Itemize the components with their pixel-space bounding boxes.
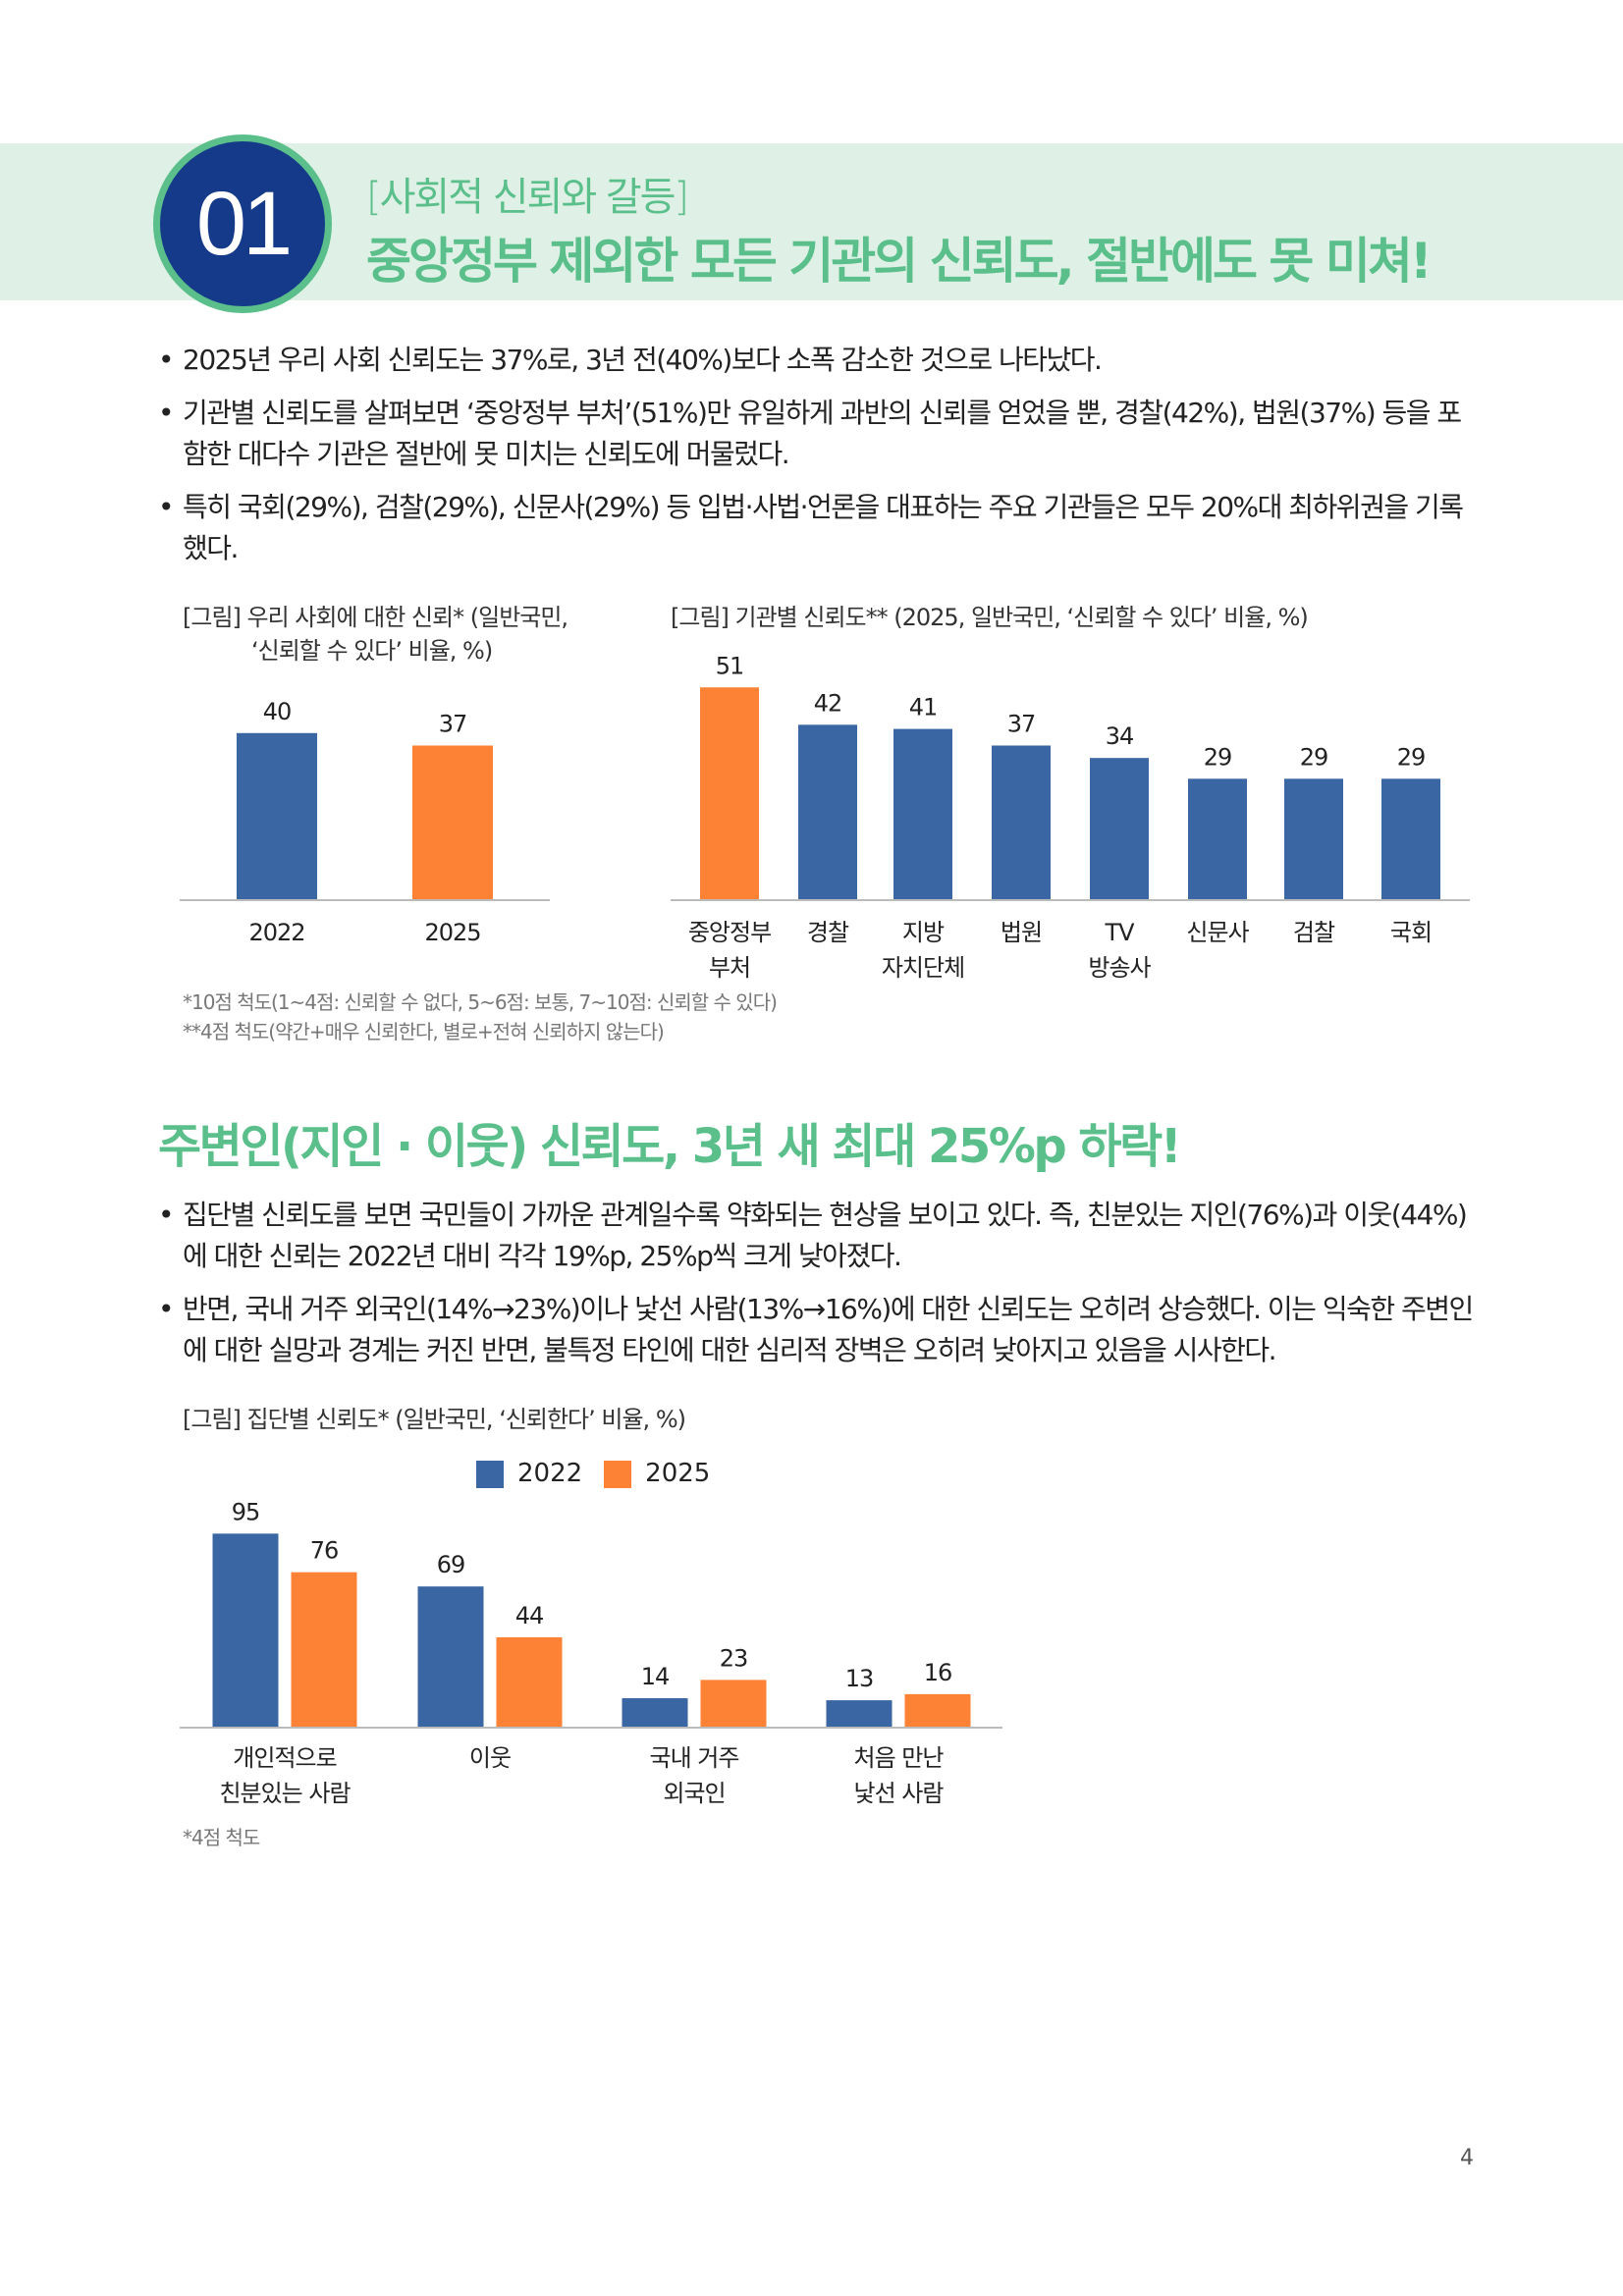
bullet-item: 반면, 국내 거주 외국인(14%→23%)이나 낯선 사람(13%→16%)에… xyxy=(158,1289,1474,1371)
bullet-item: 기관별 신뢰도를 살펴보면 ‘중앙정부 부처’(51%)만 유일하게 과반의 신… xyxy=(158,393,1474,475)
data-label: 29 xyxy=(1397,743,1426,771)
bar xyxy=(992,745,1051,899)
legend-item-2025: 2025 xyxy=(604,1459,710,1488)
bar xyxy=(700,1680,767,1727)
footnotes-1: *10점 척도(1~4점: 신뢰할 수 없다, 5~6점: 보통, 7~10점:… xyxy=(183,988,778,1046)
bullet-item: 특히 국회(29%), 검찰(29%), 신문사(29%) 등 입법·사법·언론… xyxy=(158,487,1474,569)
data-label: 29 xyxy=(1204,743,1232,771)
category-label: 개인적으로 xyxy=(233,1744,336,1772)
data-label: 37 xyxy=(439,710,467,737)
bar xyxy=(826,1700,893,1727)
bar xyxy=(904,1693,971,1727)
data-label: 37 xyxy=(1007,710,1036,737)
category-label: 지방 xyxy=(902,919,945,946)
category-label: 낯선 사람 xyxy=(854,1780,945,1807)
data-label: 14 xyxy=(641,1663,670,1690)
category-label: 방송사 xyxy=(1088,954,1151,982)
chart1-caption: [그림] 우리 사회에 대한 신뢰* (일반국민, ‘신뢰할 수 있다’ 비율,… xyxy=(183,601,568,667)
category-label: 중앙정부 xyxy=(688,919,771,946)
data-label: 34 xyxy=(1106,722,1134,750)
chart1-caption-line: ‘신뢰할 수 있다’ 비율, %) xyxy=(251,637,493,665)
bar xyxy=(412,745,493,899)
section-number-badge: 01 xyxy=(153,134,332,313)
data-label: 13 xyxy=(845,1665,874,1692)
section-subtitle: [사회적 신뢰와 갈등] xyxy=(366,175,689,220)
legend-swatch xyxy=(476,1460,504,1488)
category-label: 이웃 xyxy=(469,1744,511,1772)
bullet-item: 집단별 신뢰도를 보면 국민들이 가까운 관계일수록 약화되는 현상을 보이고 … xyxy=(158,1195,1474,1277)
footnote: *10점 척도(1~4점: 신뢰할 수 없다, 5~6점: 보통, 7~10점:… xyxy=(183,990,778,1014)
category-label: 신문사 xyxy=(1186,919,1249,946)
chart3-caption: [그림] 집단별 신뢰도* (일반국민, ‘신뢰한다’ 비율, %) xyxy=(183,1406,686,1433)
bar xyxy=(496,1636,563,1727)
bar xyxy=(1188,778,1247,899)
data-label: 51 xyxy=(716,652,744,679)
category-label: TV xyxy=(1104,919,1135,946)
chart3-legend: 2022 2025 xyxy=(476,1459,710,1488)
section2-bullets: 집단별 신뢰도를 보면 국민들이 가까운 관계일수록 약화되는 현상을 보이고 … xyxy=(158,1195,1474,1383)
footnote-2: *4점 척도 xyxy=(183,1826,260,1849)
category-label: 자치단체 xyxy=(882,954,964,982)
bullet-item: 2025년 우리 사회 신뢰도는 37%로, 3년 전(40%)보다 소폭 감소… xyxy=(158,340,1474,381)
legend-swatch xyxy=(604,1460,632,1488)
bar xyxy=(417,1586,484,1727)
data-label: 95 xyxy=(232,1498,260,1525)
category-label: 2025 xyxy=(424,919,480,946)
category-label: 외국인 xyxy=(663,1780,725,1807)
section2-title: 주변인(지인 · 이웃) 신뢰도, 3년 새 최대 25%p 하락! xyxy=(158,1119,1182,1174)
category-label: 경찰 xyxy=(807,919,849,946)
bar xyxy=(1284,778,1343,899)
data-label: 42 xyxy=(814,689,842,717)
bar xyxy=(622,1698,688,1727)
bar xyxy=(237,732,317,899)
category-label: 법원 xyxy=(1001,919,1042,946)
category-label: 부처 xyxy=(709,954,750,982)
footnote: **4점 척도(약간+매우 신뢰한다, 별로+전혀 신뢰하지 않는다) xyxy=(183,1020,665,1043)
bar xyxy=(1381,778,1440,899)
data-label: 40 xyxy=(263,698,292,725)
data-label: 41 xyxy=(909,694,938,721)
category-label: 처음 만난 xyxy=(854,1744,945,1772)
bar xyxy=(700,687,759,899)
chart2-caption: [그림] 기관별 신뢰도** (2025, 일반국민, ‘신뢰할 수 있다’ 비… xyxy=(671,604,1309,631)
section1-bullets: 2025년 우리 사회 신뢰도는 37%로, 3년 전(40%)보다 소폭 감소… xyxy=(158,340,1474,581)
bar xyxy=(798,724,857,899)
bar xyxy=(1090,758,1149,899)
category-label: 2022 xyxy=(248,919,304,946)
data-label: 44 xyxy=(515,1602,544,1629)
bar xyxy=(893,728,952,899)
page-title: 중앙정부 제외한 모든 기관의 신뢰도, 절반에도 못 미쳐! xyxy=(366,233,1433,290)
legend-item-2022: 2022 xyxy=(476,1459,582,1488)
data-label: 16 xyxy=(924,1659,952,1686)
legend-label: 2022 xyxy=(517,1459,583,1488)
category-label: 국내 거주 xyxy=(650,1744,739,1772)
category-label: 검찰 xyxy=(1293,919,1335,946)
data-label: 23 xyxy=(720,1644,748,1672)
category-label: 국회 xyxy=(1390,919,1432,946)
page-number: 4 xyxy=(1460,2146,1474,2170)
bar xyxy=(212,1533,279,1727)
legend-label: 2025 xyxy=(645,1459,711,1488)
data-label: 69 xyxy=(437,1551,465,1578)
chart1-caption-line: [그림] 우리 사회에 대한 신뢰* (일반국민, xyxy=(183,604,568,631)
category-label: 친분있는 사람 xyxy=(219,1780,351,1807)
bar xyxy=(291,1572,357,1727)
data-label: 76 xyxy=(310,1537,339,1565)
data-label: 29 xyxy=(1300,743,1328,771)
